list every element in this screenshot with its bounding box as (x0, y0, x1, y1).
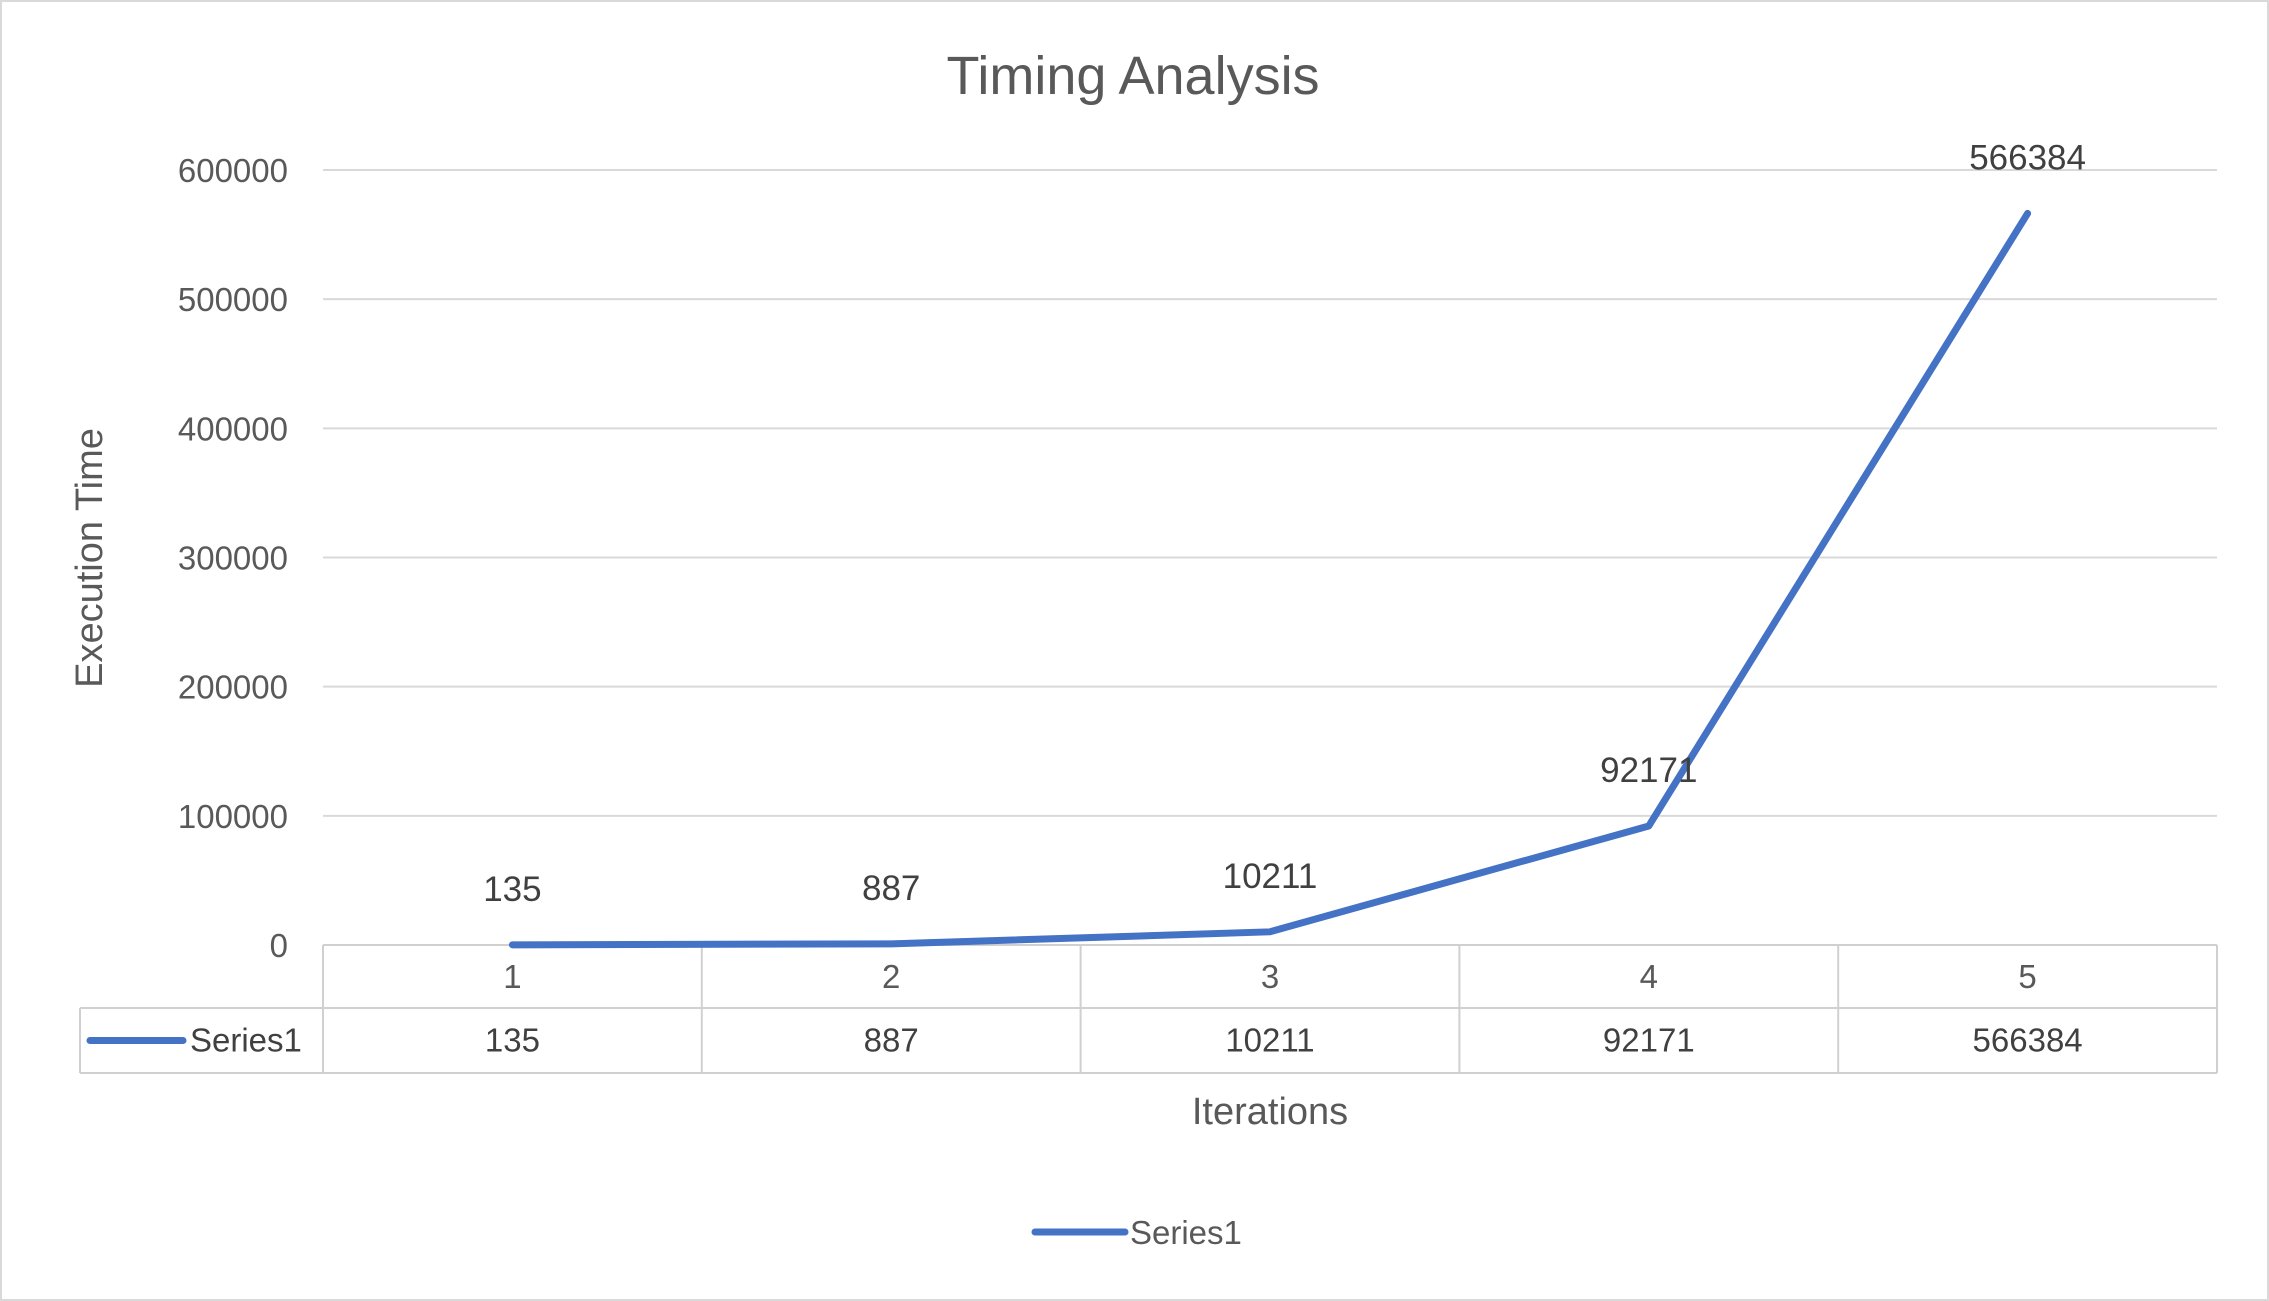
y-tick-label: 300000 (178, 540, 288, 577)
table-series-name: Series1 (190, 1022, 302, 1059)
x-axis-title: Iterations (1192, 1091, 1348, 1133)
legend-label: Series1 (1130, 1214, 1242, 1251)
y-axis-ticks: 0 100000 200000 300000 400000 500000 600000 (178, 152, 288, 964)
data-label: 92171 (1600, 751, 1697, 790)
y-tick-label: 0 (270, 927, 288, 964)
data-label: 566384 (1969, 138, 2086, 177)
y-tick-label: 600000 (178, 152, 288, 189)
gridlines (323, 169, 2217, 817)
x-tick-label: 5 (2018, 958, 2036, 995)
table-cell: 10211 (1225, 1022, 1314, 1059)
table-cell: 135 (485, 1022, 540, 1059)
series-lines (508, 209, 2032, 949)
y-tick-label: 100000 (178, 798, 288, 835)
x-tick-label: 3 (1261, 958, 1279, 995)
x-tick-label: 1 (503, 958, 521, 995)
table-cell: 92171 (1603, 1022, 1695, 1059)
x-tick-label: 2 (882, 958, 900, 995)
table-cell: 887 (864, 1022, 919, 1059)
data-label: 887 (862, 869, 920, 908)
chart-title: Timing Analysis (946, 46, 1319, 106)
y-axis-title: Execution Time (69, 428, 111, 688)
y-tick-label: 200000 (178, 669, 288, 706)
table-cell: 566384 (1973, 1022, 2083, 1059)
legend: Series1 (1031, 1214, 1242, 1251)
x-tick-label: 4 (1640, 958, 1658, 995)
data-label: 10211 (1223, 857, 1318, 896)
data-table: 1 2 3 4 5 Series1 135 887 10211 92171 566384 (79, 944, 2218, 1074)
data-labels: 135 887 10211 92171 566384 (483, 138, 2086, 908)
y-tick-label: 500000 (178, 281, 288, 318)
y-tick-label: 400000 (178, 410, 288, 447)
data-label: 135 (483, 870, 541, 909)
